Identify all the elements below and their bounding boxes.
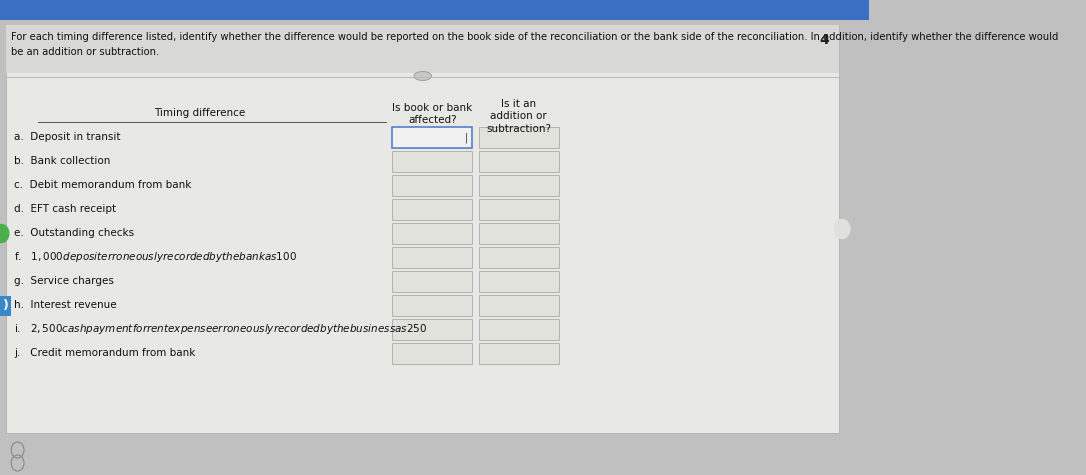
FancyBboxPatch shape <box>392 271 472 292</box>
Text: h.  Interest revenue: h. Interest revenue <box>14 301 117 311</box>
FancyBboxPatch shape <box>7 25 839 433</box>
FancyBboxPatch shape <box>392 199 472 220</box>
Text: |: | <box>465 132 468 143</box>
FancyBboxPatch shape <box>479 175 559 196</box>
FancyBboxPatch shape <box>479 247 559 268</box>
Text: j.   Credit memorandum from bank: j. Credit memorandum from bank <box>14 349 195 359</box>
FancyBboxPatch shape <box>479 343 559 364</box>
FancyBboxPatch shape <box>479 295 559 316</box>
Text: be an addition or subtraction.: be an addition or subtraction. <box>11 47 160 57</box>
Ellipse shape <box>414 72 431 80</box>
FancyBboxPatch shape <box>392 223 472 244</box>
FancyBboxPatch shape <box>479 199 559 220</box>
FancyBboxPatch shape <box>479 223 559 244</box>
Text: a.  Deposit in transit: a. Deposit in transit <box>14 133 121 142</box>
Circle shape <box>0 225 9 243</box>
FancyBboxPatch shape <box>392 295 472 316</box>
FancyBboxPatch shape <box>392 127 472 148</box>
Text: Is book or bank
affected?: Is book or bank affected? <box>392 103 472 125</box>
FancyBboxPatch shape <box>392 175 472 196</box>
Text: For each timing difference listed, identify whether the difference would be repo: For each timing difference listed, ident… <box>11 32 1059 42</box>
FancyBboxPatch shape <box>479 271 559 292</box>
FancyBboxPatch shape <box>0 0 870 20</box>
Text: e.  Outstanding checks: e. Outstanding checks <box>14 228 135 238</box>
FancyBboxPatch shape <box>392 343 472 364</box>
Text: g.  Service charges: g. Service charges <box>14 276 114 286</box>
Text: b.  Bank collection: b. Bank collection <box>14 156 111 167</box>
FancyBboxPatch shape <box>479 127 559 148</box>
Text: ): ) <box>2 299 9 312</box>
Text: Timing difference: Timing difference <box>154 108 245 118</box>
FancyBboxPatch shape <box>479 319 559 340</box>
FancyBboxPatch shape <box>392 247 472 268</box>
FancyBboxPatch shape <box>392 151 472 172</box>
FancyBboxPatch shape <box>479 151 559 172</box>
Text: d.  EFT cash receipt: d. EFT cash receipt <box>14 205 116 215</box>
Text: Is it an
addition or
subtraction?: Is it an addition or subtraction? <box>487 99 552 134</box>
Text: f.   $1,000 deposit erroneously recorded by the bank as $100: f. $1,000 deposit erroneously recorded b… <box>14 250 298 265</box>
FancyBboxPatch shape <box>0 295 11 315</box>
Text: c.  Debit memorandum from bank: c. Debit memorandum from bank <box>14 180 192 190</box>
Text: 4: 4 <box>820 33 830 47</box>
Text: i.   $2,500 cash payment for rent expense erroneously recorded by the business a: i. $2,500 cash payment for rent expense … <box>14 323 428 336</box>
FancyBboxPatch shape <box>7 25 839 73</box>
FancyBboxPatch shape <box>392 319 472 340</box>
Circle shape <box>834 219 850 239</box>
